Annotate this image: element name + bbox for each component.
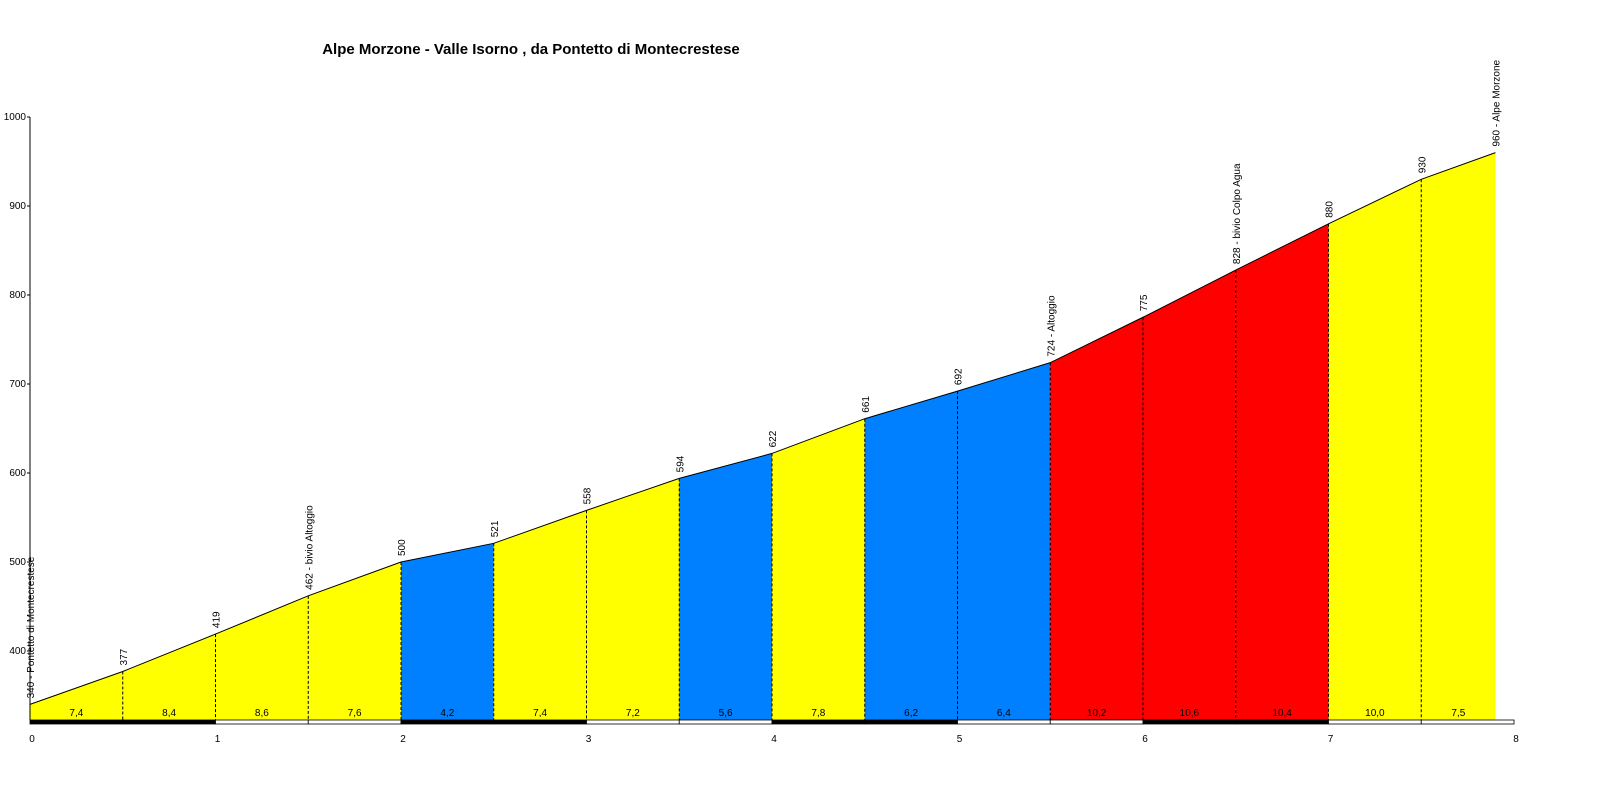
profile-segment <box>1235 223 1329 721</box>
profile-areas <box>30 152 1496 721</box>
gradient-label: 7,2 <box>626 708 640 719</box>
profile-segment <box>401 543 494 720</box>
profile-segment <box>586 478 680 720</box>
x-tick-label: 5 <box>957 734 963 745</box>
elevation-label: 462 - bivio Altoggio <box>304 505 315 590</box>
profile-segment <box>679 453 772 720</box>
gradient-label: 7,4 <box>533 708 547 719</box>
x-tick-label: 7 <box>1328 734 1334 745</box>
profile-segment <box>1328 179 1422 721</box>
profile-segment <box>1050 317 1143 720</box>
gradient-labels: 7,4 8,4 8,6 7,6 4,2 7,4 7,2 5,6 7,8 6,2 6,4 10,2 10,… <box>69 708 1465 719</box>
x-axis-bar-segment <box>864 719 958 725</box>
y-tick-label: 900 <box>9 201 26 212</box>
profile-segment <box>493 510 587 720</box>
elevation-label: 594 <box>675 455 686 472</box>
x-axis-bar-segment <box>29 719 124 725</box>
gradient-label: 6,4 <box>997 708 1011 719</box>
profile-segment <box>1143 270 1236 720</box>
x-axis-bar-segment <box>586 719 680 725</box>
x-axis-bar-segment <box>493 719 587 725</box>
elevation-label: 340 - Pontetto di Montecrestese <box>26 556 37 698</box>
gradient-label: 10,6 <box>1180 708 1200 719</box>
x-axis-bar-segment <box>1235 719 1329 725</box>
elevation-label: 500 <box>397 539 408 556</box>
profile-segment <box>215 595 309 720</box>
x-axis-bar-segment <box>307 719 402 725</box>
x-tick-label: 1 <box>215 734 221 745</box>
gradient-label: 10,0 <box>1365 708 1385 719</box>
gradient-label: 7,6 <box>348 708 362 719</box>
gradient-label: 7,5 <box>1451 708 1465 719</box>
profile-segment <box>772 418 865 720</box>
x-axis-bar-segment <box>678 719 773 725</box>
x-axis-bar-segment <box>215 719 309 725</box>
x-axis-bar-segment <box>957 719 1051 725</box>
elevation-label: 960 - Alpe Morzone <box>1491 59 1502 146</box>
profile-segment <box>1421 152 1496 721</box>
elevation-label: 775 <box>1139 294 1150 311</box>
x-axis-bar-segment <box>1049 719 1144 725</box>
profile-segment <box>864 391 958 720</box>
gradient-label: 7,4 <box>69 708 83 719</box>
elevation-label: 377 <box>119 648 130 665</box>
profile-segment <box>30 671 123 720</box>
elevation-labels: 340 - Pontetto di Montecrestese 377 419 462… <box>26 59 1502 698</box>
x-axis: 0 1 2 3 4 5 6 7 8 <box>29 719 1519 745</box>
x-tick-label: 4 <box>771 734 777 745</box>
y-tick-label: 500 <box>9 557 26 568</box>
y-tick-label: 1000 <box>4 112 27 123</box>
elevation-label: 692 <box>954 368 965 385</box>
chart-title: Alpe Morzone - Valle Isorno , da Pontett… <box>322 41 740 58</box>
y-tick-label: 800 <box>9 290 26 301</box>
gradient-label: 8,6 <box>255 708 269 719</box>
y-tick-label: 400 <box>9 646 26 657</box>
elevation-label: 661 <box>861 396 872 413</box>
x-axis-bar-segment <box>1142 719 1237 725</box>
y-tick-label: 700 <box>9 379 26 390</box>
x-tick-label: 3 <box>586 734 592 745</box>
gradient-label: 10,4 <box>1272 708 1292 719</box>
elevation-label: 622 <box>768 430 779 447</box>
km-dividers <box>122 179 1422 720</box>
elevation-label: 521 <box>490 520 501 537</box>
x-tick-label: 6 <box>1142 734 1148 745</box>
gradient-label: 10,2 <box>1087 708 1107 719</box>
profile-segment <box>122 634 216 720</box>
profile-segment <box>308 562 401 720</box>
gradient-label: 4,2 <box>440 708 454 719</box>
x-axis-bar-segment <box>122 719 216 725</box>
x-axis-bar-segment <box>771 719 866 725</box>
y-axis: 400 500 600 700 800 900 1000 <box>4 112 31 720</box>
profile-line <box>29 152 1496 705</box>
x-axis-bar-segment <box>1420 719 1515 725</box>
elevation-label: 828 - bivio Colpo Agua <box>1232 163 1243 264</box>
gradient-label: 8,4 <box>162 708 176 719</box>
elevation-label: 930 <box>1417 156 1428 173</box>
elevation-label: 724 - Altoggio <box>1046 295 1057 357</box>
elevation-label: 419 <box>212 611 223 628</box>
x-tick-label: 0 <box>29 734 35 745</box>
y-tick-label: 600 <box>9 468 26 479</box>
x-tick-label: 8 <box>1513 734 1519 745</box>
x-tick-label: 2 <box>400 734 406 745</box>
elevation-label: 558 <box>583 487 594 504</box>
elevation-label: 880 <box>1325 201 1336 218</box>
profile-segment <box>957 362 1051 720</box>
x-axis-bar-segment <box>1328 719 1422 725</box>
x-axis-bar-segment <box>400 719 495 725</box>
gradient-label: 6,2 <box>904 708 918 719</box>
gradient-label: 5,6 <box>719 708 733 719</box>
gradient-label: 7,8 <box>811 708 825 719</box>
profile-line-path <box>29 152 1496 705</box>
